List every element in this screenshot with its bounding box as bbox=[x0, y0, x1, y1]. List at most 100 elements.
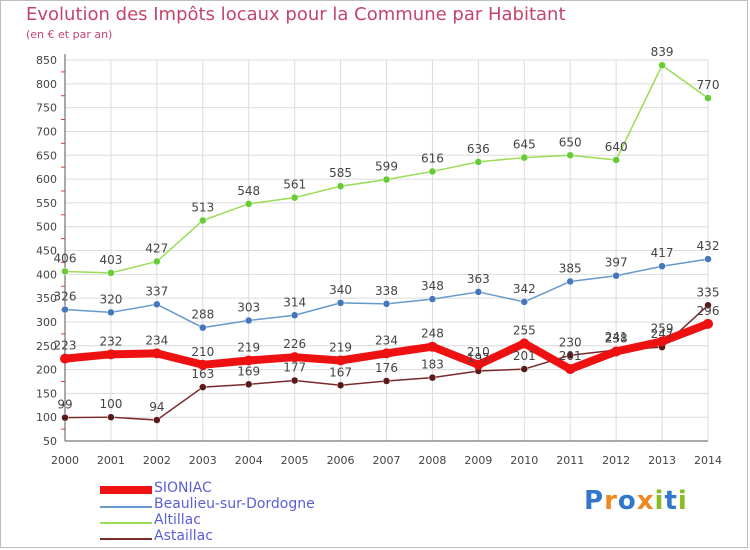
legend-label-altillac: Altillac bbox=[154, 512, 201, 528]
data-label-sioniac: 232 bbox=[99, 334, 122, 348]
data-point-beaulieu-sur-dordogne bbox=[612, 271, 620, 280]
data-point-altillac bbox=[153, 257, 161, 266]
data-label-beaulieu-sur-dordogne: 337 bbox=[145, 284, 168, 298]
data-label-astaillac: 176 bbox=[375, 361, 398, 375]
y-tick-label: 400 bbox=[36, 268, 57, 281]
legend-item-beaulieu: Beaulieu-sur-Dordogne bbox=[100, 496, 420, 515]
data-label-altillac: 636 bbox=[467, 142, 490, 156]
data-label-beaulieu-sur-dordogne: 303 bbox=[237, 301, 260, 315]
data-point-altillac bbox=[336, 182, 345, 190]
legend-swatch-astaillac bbox=[100, 538, 152, 540]
legend-label-sioniac: SIONIAC bbox=[154, 480, 212, 496]
y-tick-label: 300 bbox=[36, 316, 57, 329]
data-label-sioniac: 248 bbox=[421, 327, 444, 341]
x-tick-label: 2006 bbox=[327, 454, 355, 467]
data-point-altillac bbox=[566, 151, 574, 159]
data-label-altillac: 403 bbox=[99, 253, 122, 267]
y-tick-label: 550 bbox=[36, 197, 57, 210]
data-label-astaillac: 167 bbox=[329, 365, 352, 379]
data-label-altillac: 645 bbox=[513, 138, 536, 152]
data-label-beaulieu-sur-dordogne: 397 bbox=[605, 256, 628, 270]
data-label-sioniac: 219 bbox=[237, 341, 260, 355]
data-label-astaillac: 230 bbox=[559, 335, 582, 349]
data-label-astaillac: 247 bbox=[651, 327, 674, 341]
data-point-astaillac bbox=[336, 381, 345, 390]
data-label-altillac: 513 bbox=[191, 200, 214, 214]
data-label-altillac: 585 bbox=[329, 166, 352, 180]
data-label-sioniac: 201 bbox=[559, 349, 582, 363]
data-point-altillac bbox=[612, 156, 620, 164]
data-label-beaulieu-sur-dordogne: 342 bbox=[513, 282, 536, 296]
data-label-astaillac: 177 bbox=[283, 361, 306, 375]
x-tick-label: 2013 bbox=[648, 454, 676, 467]
data-point-astaillac bbox=[61, 413, 69, 422]
data-label-beaulieu-sur-dordogne: 385 bbox=[559, 261, 582, 275]
legend-item-sioniac: SIONIAC bbox=[100, 480, 420, 499]
data-point-sioniac bbox=[611, 346, 622, 357]
data-label-astaillac: 335 bbox=[697, 285, 720, 299]
data-point-beaulieu-sur-dordogne bbox=[566, 277, 574, 286]
data-point-altillac bbox=[61, 267, 69, 276]
data-label-astaillac: 201 bbox=[513, 349, 536, 363]
data-point-sioniac bbox=[381, 348, 392, 359]
logo-letter: x bbox=[636, 486, 655, 516]
x-tick-label: 2010 bbox=[510, 454, 538, 467]
data-point-beaulieu-sur-dordogne bbox=[336, 299, 345, 307]
data-point-beaulieu-sur-dordogne bbox=[244, 316, 253, 325]
data-label-beaulieu-sur-dordogne: 348 bbox=[421, 279, 444, 293]
y-tick-label: 100 bbox=[36, 411, 57, 424]
logo-letter: o bbox=[617, 486, 637, 516]
data-label-sioniac: 234 bbox=[375, 333, 398, 347]
logo-letter: t bbox=[664, 486, 678, 516]
data-point-altillac bbox=[520, 153, 529, 162]
data-label-astaillac: 183 bbox=[421, 358, 444, 372]
logo-letter: r bbox=[604, 486, 618, 516]
data-label-altillac: 640 bbox=[605, 140, 628, 154]
data-point-astaillac bbox=[428, 373, 437, 382]
y-tick-label: 50 bbox=[43, 435, 57, 448]
data-label-sioniac: 296 bbox=[697, 304, 720, 318]
data-label-sioniac: 259 bbox=[651, 321, 674, 335]
data-label-beaulieu-sur-dordogne: 314 bbox=[283, 295, 306, 309]
x-tick-label: 2009 bbox=[464, 454, 492, 467]
y-tick-label: 750 bbox=[36, 102, 57, 115]
x-tick-label: 2000 bbox=[51, 454, 79, 467]
data-label-sioniac: 219 bbox=[329, 341, 352, 355]
legend-item-astaillac: Astaillac bbox=[100, 528, 420, 547]
chart-subtitle: (en € et par an) bbox=[26, 28, 113, 41]
data-point-altillac bbox=[382, 175, 391, 184]
x-tick-label: 2012 bbox=[602, 454, 630, 467]
data-label-astaillac: 100 bbox=[99, 397, 122, 411]
data-point-sioniac bbox=[151, 348, 162, 359]
x-tick-label: 2001 bbox=[97, 454, 125, 467]
y-tick-label: 500 bbox=[36, 221, 57, 234]
data-point-sioniac bbox=[473, 359, 484, 370]
data-point-astaillac bbox=[520, 365, 529, 373]
logo-letter: P bbox=[584, 486, 605, 516]
data-point-altillac bbox=[244, 200, 253, 208]
data-point-altillac bbox=[474, 158, 483, 166]
data-point-beaulieu-sur-dordogne bbox=[520, 298, 529, 306]
data-point-altillac bbox=[290, 193, 299, 202]
data-label-astaillac: 169 bbox=[237, 364, 260, 378]
legend-swatch-beaulieu bbox=[100, 506, 152, 508]
data-point-beaulieu-sur-dordogne bbox=[704, 255, 712, 263]
data-point-astaillac bbox=[704, 301, 712, 310]
data-point-beaulieu-sur-dordogne bbox=[382, 300, 391, 308]
proxiti-logo: Proxiti bbox=[584, 486, 688, 516]
legend-swatch-altillac bbox=[100, 522, 152, 524]
y-tick-label: 700 bbox=[36, 125, 57, 138]
data-label-beaulieu-sur-dordogne: 363 bbox=[467, 272, 490, 286]
data-label-altillac: 616 bbox=[421, 151, 444, 165]
data-label-beaulieu-sur-dordogne: 340 bbox=[329, 283, 352, 297]
data-label-beaulieu-sur-dordogne: 338 bbox=[375, 284, 398, 298]
data-point-astaillac bbox=[382, 377, 391, 385]
legend-label-astaillac: Astaillac bbox=[154, 528, 213, 544]
chart-title: Evolution des Impôts locaux pour la Comm… bbox=[26, 4, 566, 25]
data-point-astaillac bbox=[244, 380, 253, 389]
x-tick-label: 2014 bbox=[694, 454, 722, 467]
data-label-beaulieu-sur-dordogne: 320 bbox=[99, 292, 122, 306]
data-label-beaulieu-sur-dordogne: 417 bbox=[651, 246, 674, 260]
data-label-altillac: 406 bbox=[54, 251, 77, 265]
data-label-sioniac: 223 bbox=[54, 339, 77, 353]
